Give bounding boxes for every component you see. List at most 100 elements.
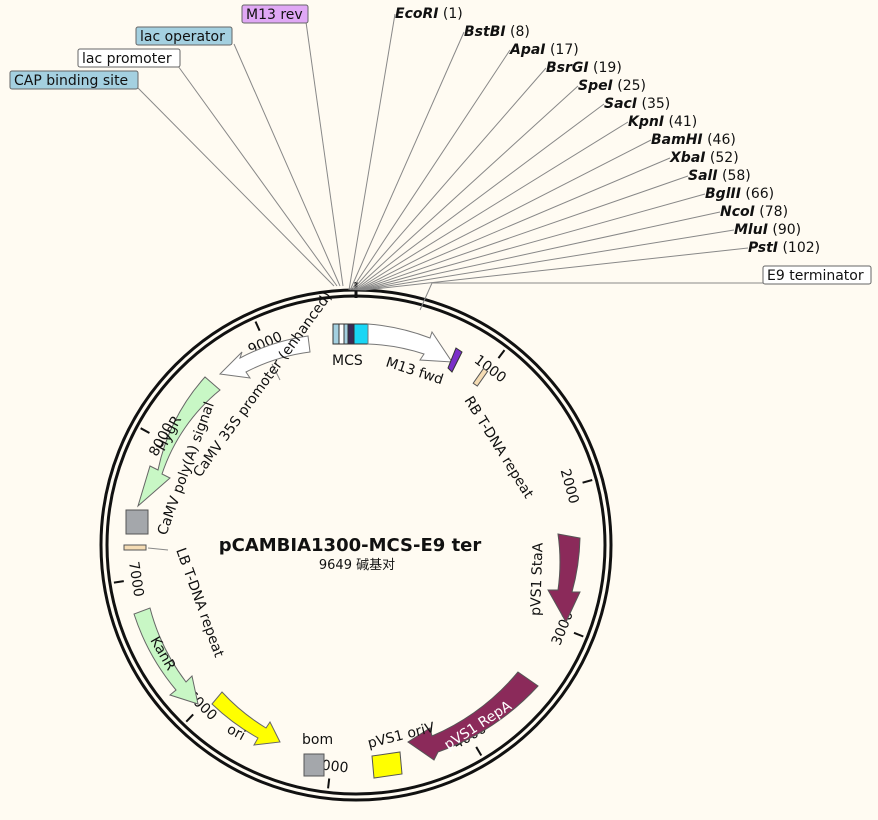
enzyme-leader-sali: [359, 175, 689, 291]
enzyme-label-xbai[interactable]: XbaI (52): [669, 150, 739, 166]
tick-mark-4000: [475, 746, 483, 757]
enzyme-label-mlui[interactable]: MluI (90): [734, 222, 801, 238]
enzyme-label-psti[interactable]: PstI (102): [748, 240, 820, 256]
camv-polya-box[interactable]: [125, 509, 149, 535]
pvs1-oriv-box[interactable]: [371, 751, 403, 779]
enzyme-name: BglII: [705, 186, 741, 202]
enzyme-position: (25): [613, 78, 646, 94]
cap-site-box[interactable]: [332, 323, 340, 345]
tick-mark-5000: [327, 778, 331, 789]
enzyme-position: (1): [438, 6, 462, 22]
tick-mark-1000: [497, 349, 506, 359]
enzyme-label-saci[interactable]: SacI (35): [604, 96, 670, 112]
e9-terminator-leader2: [419, 282, 433, 311]
lac-promoter-label-box: [77, 48, 181, 68]
enzyme-name: BsrGI: [546, 60, 589, 76]
enzyme-position: (41): [664, 114, 697, 130]
bom-label: bom: [302, 732, 333, 748]
enzyme-name: SalI: [688, 168, 718, 184]
enzyme-name: SacI: [604, 96, 637, 112]
enzyme-leader-psti: [364, 247, 749, 291]
ori-arrow[interactable]: [211, 691, 281, 746]
cap-site-label-box: [9, 70, 139, 90]
camv-35s-promoter-arrow[interactable]: [218, 335, 311, 379]
rb-repeat-box[interactable]: [472, 367, 489, 387]
enzyme-label-bamhi[interactable]: BamHI (46): [651, 132, 736, 148]
enzyme-label-bglii[interactable]: BglII (66): [705, 186, 774, 202]
lac-operator-leader: [233, 43, 341, 287]
pvs1-repa-arrow[interactable]: [407, 671, 539, 761]
enzyme-name: PstI: [748, 240, 778, 256]
enzyme-name: MluI: [734, 222, 768, 238]
enzyme-label-spei[interactable]: SpeI (25): [578, 78, 646, 94]
enzyme-name: KpnI: [628, 114, 664, 130]
m13-rev-label-box: [241, 4, 309, 24]
tick-mark-9000: [254, 321, 261, 332]
lac-operator-label-box: [135, 26, 233, 46]
enzyme-position: (52): [705, 150, 738, 166]
m13-rev-leader: [305, 21, 344, 287]
enzyme-position: (78): [755, 204, 788, 220]
enzyme-leader-bglii: [360, 193, 706, 291]
mcs-box[interactable]: [347, 323, 355, 345]
cap-site-label: CAP binding site: [14, 73, 128, 89]
enzyme-label-bstbi[interactable]: BstBI (8): [464, 24, 530, 40]
enzyme-label-ncoi[interactable]: NcoI (78): [720, 204, 788, 220]
enzyme-leader-lines: [348, 13, 749, 291]
enzyme-leader-mlui: [363, 229, 735, 291]
m13-rev-box[interactable]: [353, 323, 369, 345]
enzyme-position: (90): [768, 222, 801, 238]
enzyme-position: (66): [741, 186, 774, 202]
enzyme-label-kpni[interactable]: KpnI (41): [628, 114, 697, 130]
camv-promoter-leader: [271, 363, 281, 381]
lac-promoter-box[interactable]: [338, 323, 345, 345]
enzyme-leader-spei: [353, 85, 579, 291]
ori-label: ori: [224, 721, 248, 744]
enzyme-leader-bsrgi: [352, 67, 547, 291]
lac-promoter-label: lac promoter: [82, 51, 172, 67]
enzyme-position: (19): [589, 60, 622, 76]
tick-mark-6000: [185, 713, 194, 723]
lac-operator-box[interactable]: [343, 323, 349, 345]
enzyme-position: (102): [778, 240, 820, 256]
tick-label-2000: 2000: [557, 467, 582, 506]
bom-box[interactable]: [303, 753, 325, 777]
cap-site-leader: [137, 87, 335, 287]
pvs1-staa-arrow[interactable]: [547, 533, 581, 624]
enzyme-leader-ecori: [348, 13, 396, 291]
enzyme-leader-ncoi: [362, 211, 721, 291]
enzyme-label-sali[interactable]: SalI (58): [688, 168, 751, 184]
enzyme-label-ecori[interactable]: EcoRI (1): [395, 6, 463, 22]
enzyme-position: (8): [506, 24, 530, 40]
m13-rev-label: M13 rev: [246, 7, 303, 23]
lb-leader: [147, 547, 169, 551]
enzyme-leader-apai: [350, 49, 511, 291]
tick-mark-7000: [113, 580, 124, 584]
enzyme-name: SpeI: [578, 78, 613, 94]
tick-mark-8000: [140, 427, 150, 434]
enzyme-name: XbaI: [669, 150, 705, 166]
enzyme-leader-bamhi: [357, 139, 652, 291]
hygr-arrow[interactable]: [137, 376, 221, 508]
enzyme-name: EcoRI: [395, 6, 438, 22]
enzyme-name: BamHI: [651, 132, 703, 148]
enzyme-labels: EcoRI (1)BstBI (8) ApaI (17) BsrGI (19) Spe…: [395, 6, 820, 256]
lb-repeat-box[interactable]: [123, 544, 147, 551]
lac-promoter-leader: [177, 65, 338, 287]
tick-mark-3000: [573, 631, 584, 638]
enzyme-leader-bstbi: [349, 31, 465, 291]
lb-repeat-label: LB T-DNA repeat: [172, 546, 227, 660]
enzyme-leader-saci: [354, 103, 605, 291]
kanr-arrow[interactable]: [133, 607, 199, 705]
enzyme-label-apai[interactable]: ApaI (17): [509, 42, 579, 58]
enzyme-position: (17): [546, 42, 579, 58]
enzyme-name: ApaI: [509, 42, 546, 58]
tick-label-7000: 7000: [125, 560, 146, 598]
plasmid-name: pCAMBIA1300-MCS-E9 ter: [219, 535, 482, 556]
m13-fwd-mark[interactable]: [447, 347, 463, 373]
e9-terminator-label-box: [762, 265, 872, 285]
enzyme-label-bsrgi[interactable]: BsrGI (19): [546, 60, 622, 76]
tick-mark-2000: [582, 479, 593, 484]
e9-terminator-arrow[interactable]: [367, 323, 453, 363]
